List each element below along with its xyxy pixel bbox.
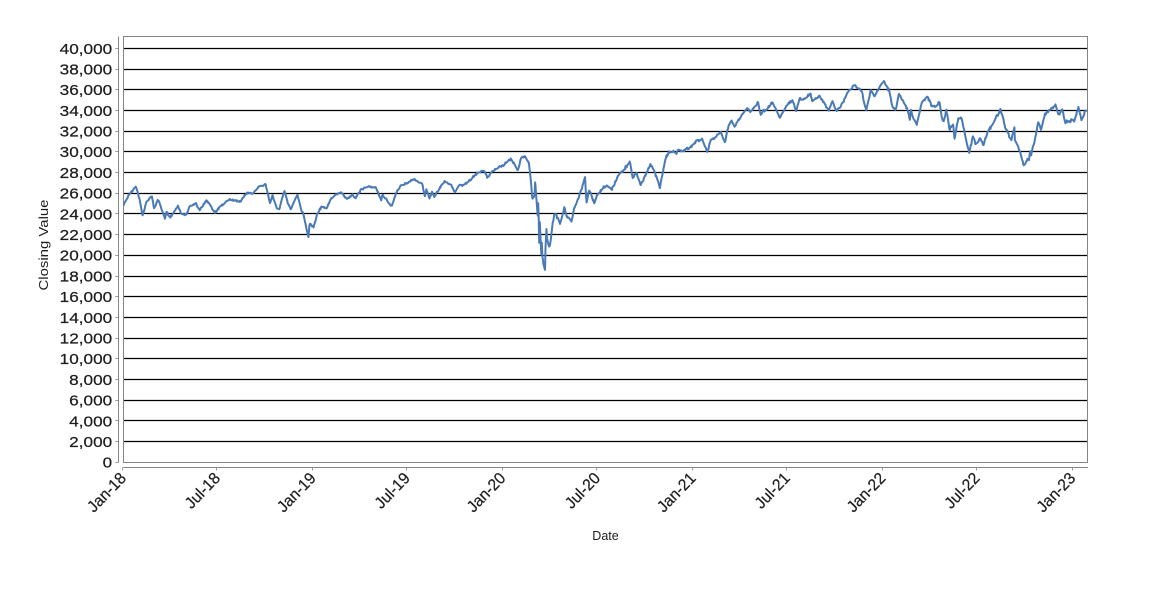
svg-text:20,000: 20,000	[60, 248, 113, 265]
svg-text:38,000: 38,000	[60, 61, 113, 78]
svg-text:0: 0	[103, 455, 113, 472]
svg-text:14,000: 14,000	[60, 310, 113, 327]
svg-text:32,000: 32,000	[60, 124, 113, 141]
svg-text:Closing Value: Closing Value	[36, 200, 51, 291]
svg-text:12,000: 12,000	[60, 331, 113, 348]
svg-text:34,000: 34,000	[60, 103, 113, 120]
svg-text:6,000: 6,000	[69, 393, 112, 410]
svg-text:4,000: 4,000	[69, 413, 112, 430]
svg-text:Date: Date	[592, 529, 618, 543]
svg-text:8,000: 8,000	[69, 372, 112, 389]
svg-text:18,000: 18,000	[60, 268, 113, 285]
svg-text:24,000: 24,000	[60, 206, 113, 223]
svg-text:40,000: 40,000	[60, 41, 113, 58]
svg-text:2,000: 2,000	[69, 434, 112, 451]
svg-text:26,000: 26,000	[60, 186, 113, 203]
svg-text:36,000: 36,000	[60, 82, 113, 99]
svg-text:22,000: 22,000	[60, 227, 113, 244]
svg-text:16,000: 16,000	[60, 289, 113, 306]
svg-text:10,000: 10,000	[60, 351, 113, 368]
svg-text:30,000: 30,000	[60, 144, 113, 161]
svg-text:28,000: 28,000	[60, 165, 113, 182]
